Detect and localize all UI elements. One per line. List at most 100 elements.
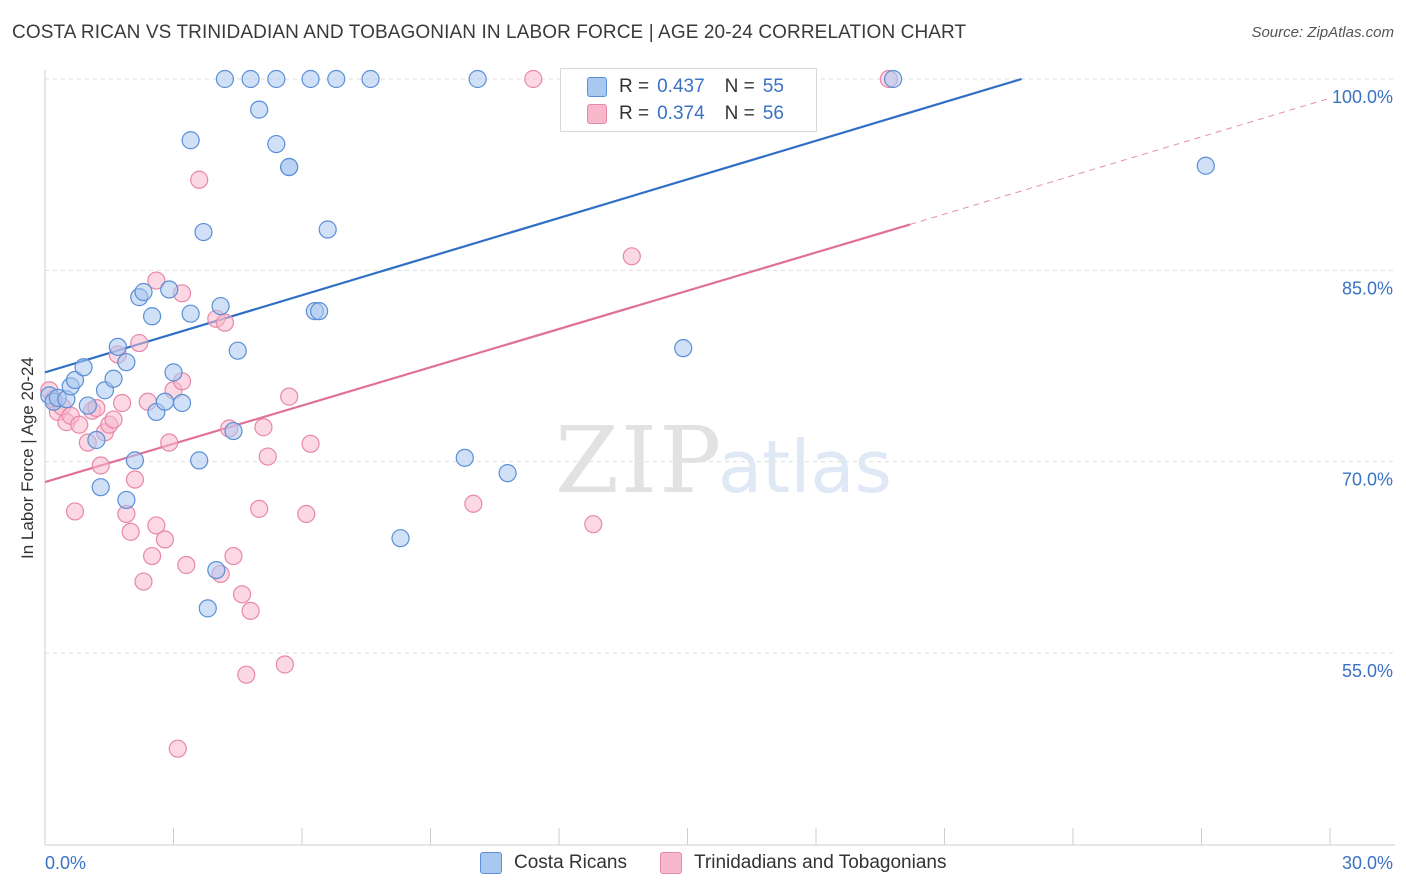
point-costa-ricans — [65, 370, 85, 390]
point-costa-ricans — [181, 131, 200, 150]
correlation-legend: R = 0.437 N = 55 R = 0.374 N = 56 — [560, 68, 817, 132]
tick-labels: 55.0% 70.0% 85.0% 100.0% 0.0% 30.0% — [45, 87, 1393, 873]
point-trinidadians — [275, 655, 294, 674]
point-trinidadians — [250, 499, 269, 518]
point-trinidadians — [125, 470, 145, 489]
legend-r-value: 0.437 — [657, 76, 705, 97]
y-tick-label: 100.0% — [1332, 87, 1393, 107]
point-trinidadians — [155, 530, 175, 549]
point-trinidadians — [142, 546, 162, 566]
legend-n-value: 56 — [762, 103, 784, 124]
y-tick-label: 85.0% — [1342, 278, 1393, 298]
point-costa-ricans — [125, 451, 145, 470]
point-costa-ricans — [104, 369, 123, 388]
point-trinidadians — [160, 433, 179, 452]
grid-lines — [45, 78, 1395, 654]
point-costa-ricans — [117, 490, 136, 510]
point-costa-ricans — [142, 307, 162, 326]
legend-label-costa-ricans: Costa Ricans — [514, 852, 627, 873]
point-trinidadians — [104, 410, 123, 429]
y-tick-label: 55.0% — [1342, 661, 1393, 681]
legend-n-label: N = — [724, 76, 755, 97]
chart-title: COSTA RICAN VS TRINIDADIAN AND TOBAGONIA… — [12, 22, 967, 43]
point-costa-ricans — [87, 430, 106, 450]
watermark: ZIP atlas — [555, 407, 892, 514]
legend-item-trinidadians[interactable]: Trinidadians and Tobagonians — [660, 852, 946, 874]
point-costa-ricans — [883, 69, 903, 89]
point-costa-ricans — [91, 478, 110, 497]
legend-n-label: N = — [724, 103, 755, 124]
point-costa-ricans — [172, 393, 192, 413]
point-trinidadians — [168, 739, 187, 758]
y-axis-label: In Labor Force | Age 20-24 — [18, 357, 37, 559]
legend-row-costa-ricans: R = 0.437 N = 55 — [587, 74, 784, 100]
legend-swatch-blue — [480, 852, 502, 874]
source-credit: Source: ZipAtlas.com — [1251, 24, 1394, 41]
point-trinidadians — [112, 393, 132, 413]
point-trinidadians — [258, 447, 277, 466]
point-costa-ricans — [361, 69, 380, 89]
point-trinidadians — [232, 585, 252, 604]
point-trinidadians — [147, 516, 166, 535]
legend-item-costa-ricans[interactable]: Costa Ricans — [480, 852, 627, 874]
axes — [44, 70, 1395, 846]
point-trinidadians — [134, 572, 153, 591]
point-costa-ricans — [164, 363, 183, 382]
legend-label-trinidadians: Trinidadians and Tobagonians — [694, 852, 947, 873]
point-costa-ricans — [190, 451, 209, 470]
point-trinidadians — [254, 418, 273, 437]
point-trinidadians — [524, 69, 543, 89]
trend-lines — [44, 77, 1331, 484]
point-costa-ricans — [241, 69, 260, 89]
point-trinidadians — [297, 504, 316, 524]
point-costa-ricans — [228, 341, 247, 360]
legend-swatch-blue — [587, 77, 607, 97]
trend-line-trinidadians — [44, 223, 911, 484]
point-trinidadians — [622, 247, 641, 266]
point-costa-ricans — [391, 529, 410, 548]
legend-r-label: R = — [619, 76, 650, 97]
trend-line-costa-ricans — [44, 77, 1022, 374]
point-costa-ricans — [327, 69, 346, 89]
point-costa-ricans — [250, 100, 269, 119]
point-costa-ricans — [181, 304, 200, 323]
point-costa-ricans — [318, 220, 337, 239]
point-costa-ricans — [455, 448, 474, 467]
point-trinidadians — [70, 415, 89, 434]
point-costa-ricans — [674, 339, 693, 358]
legend-swatch-pink — [660, 852, 682, 874]
point-costa-ricans — [267, 134, 286, 154]
point-costa-ricans — [215, 69, 234, 89]
y-tick-label: 70.0% — [1342, 470, 1393, 490]
point-trinidadians — [464, 494, 483, 513]
point-trinidadians — [237, 665, 256, 684]
data-points — [40, 69, 1215, 758]
point-costa-ricans — [74, 358, 93, 377]
point-trinidadians — [241, 601, 260, 621]
point-costa-ricans — [134, 282, 153, 302]
point-costa-ricans — [160, 280, 179, 299]
series-legend: Costa Ricans Trinidadians and Tobagonian… — [0, 850, 1406, 880]
watermark-zip: ZIP — [555, 407, 723, 514]
point-costa-ricans — [155, 392, 175, 411]
point-trinidadians — [215, 313, 234, 332]
point-trinidadians — [177, 555, 196, 575]
legend-row-trinidadians: R = 0.374 N = 56 — [587, 101, 784, 127]
point-costa-ricans — [468, 69, 487, 89]
point-costa-ricans — [498, 464, 517, 483]
point-trinidadians — [190, 170, 209, 189]
point-costa-ricans — [280, 157, 299, 177]
legend-n-value: 55 — [762, 76, 784, 97]
point-costa-ricans — [108, 337, 127, 356]
point-trinidadians — [121, 522, 140, 541]
point-costa-ricans — [211, 296, 230, 316]
point-trinidadians — [65, 502, 85, 521]
legend-swatch-pink — [587, 104, 607, 124]
point-trinidadians — [130, 333, 149, 353]
point-costa-ricans — [194, 222, 213, 242]
point-costa-ricans — [267, 69, 286, 89]
point-costa-ricans — [1196, 156, 1215, 175]
watermark-atlas: atlas — [718, 425, 892, 509]
point-costa-ricans — [117, 353, 136, 372]
point-costa-ricans — [198, 599, 217, 618]
